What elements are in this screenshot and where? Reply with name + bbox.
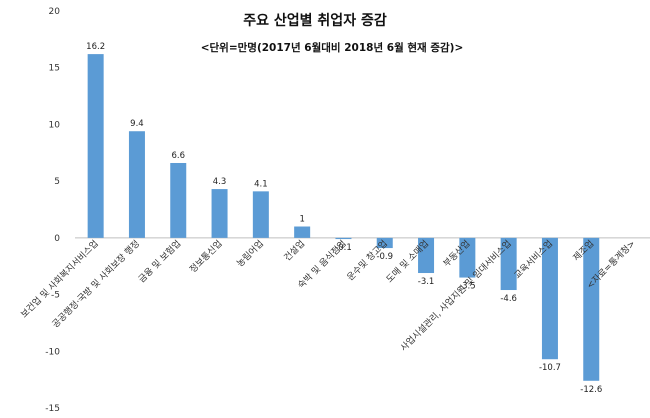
data-label: -3.5: [459, 282, 476, 292]
chart-subtitle: <단위=만명(2017년 6월대비 2018년 6월 현재 증감)>: [201, 41, 464, 54]
data-label: 4.1: [254, 179, 268, 189]
data-label: 9.4: [130, 119, 144, 129]
bar: [459, 237, 476, 278]
chart-title: 주요 산업별 취업자 증감: [243, 12, 387, 29]
bar: [294, 226, 311, 238]
y-tick-label: -10: [45, 347, 60, 357]
data-label: 4.3: [213, 177, 227, 187]
bar: [128, 131, 145, 238]
y-tick-label: 20: [49, 7, 61, 17]
y-tick-label: 10: [49, 120, 61, 130]
data-labels: 16.2 9.4 6.6 4.3 4.1 1 -0.1 -0.9 -3.1 -3.5 -4.6 -10…: [86, 42, 602, 395]
data-label: 6.6: [171, 151, 185, 161]
data-label: 1: [299, 215, 304, 225]
data-label: 16.2: [86, 42, 105, 52]
bar: [87, 54, 104, 238]
bar: [211, 189, 228, 238]
y-tick-label: 15: [49, 64, 60, 74]
bar: [335, 237, 352, 240]
bar: [252, 191, 269, 238]
category-label: 공공행정·국방 및 사회보장 행정: [49, 237, 142, 330]
category-label: 건설업: [282, 238, 307, 263]
data-label: -0.9: [376, 252, 393, 262]
data-label: -3.1: [418, 277, 435, 287]
bar: [376, 237, 393, 249]
category-label: 보건업 및 사회복지서비스업: [18, 237, 101, 320]
y-axis-ticks: 20 15 10 5 0 -5 -10 -15: [45, 7, 60, 414]
data-label: -12.6: [580, 385, 602, 395]
bar: [541, 237, 558, 360]
y-tick-label: 5: [54, 177, 60, 187]
data-label: -10.7: [539, 363, 561, 373]
y-tick-label: 0: [54, 234, 60, 244]
category-label: 농림어업: [234, 237, 266, 269]
category-label: 정보통신업: [188, 238, 225, 275]
data-label: -0.1: [335, 243, 352, 253]
category-label: 금융 및 보험업: [136, 237, 184, 285]
data-label: -4.6: [500, 294, 517, 304]
bar: [500, 237, 517, 291]
bar: [170, 162, 187, 238]
bar: [418, 237, 435, 274]
bar: [583, 237, 600, 381]
y-tick-label: -15: [45, 404, 60, 414]
y-tick-label: -5: [51, 291, 60, 301]
bars: [87, 54, 600, 381]
